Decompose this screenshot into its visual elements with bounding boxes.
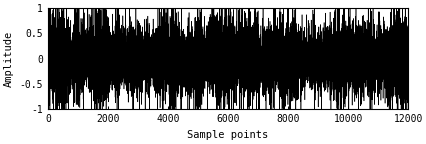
Y-axis label: Amplitude: Amplitude: [4, 31, 14, 87]
X-axis label: Sample points: Sample points: [187, 130, 268, 140]
